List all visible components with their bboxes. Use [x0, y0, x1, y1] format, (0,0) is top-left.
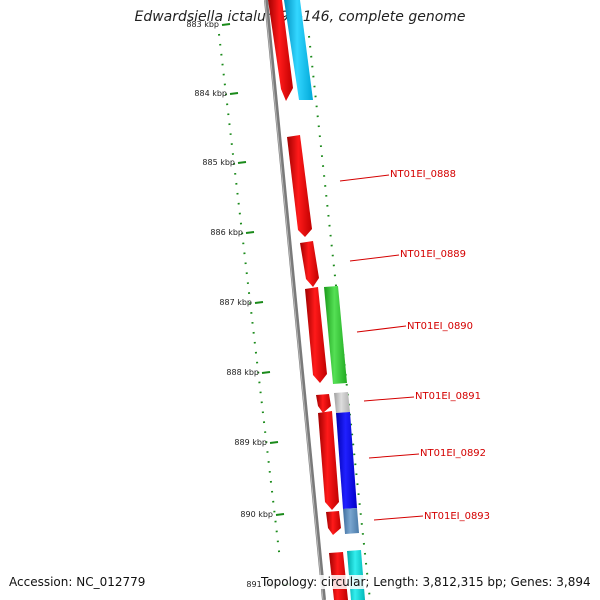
backbone-axis [264, 0, 326, 600]
genome-summary-text: Topology: circular; Length: 3,812,315 bp… [261, 575, 591, 589]
gene-feature[interactable] [326, 511, 341, 535]
gene-feature[interactable] [287, 135, 312, 237]
gene-feature[interactable] [284, 0, 313, 100]
ruler-tick [229, 92, 239, 95]
gene-label[interactable]: NT01EI_0893 [424, 511, 490, 522]
gene-feature[interactable] [300, 241, 319, 287]
ruler-label: 885 kbp [202, 158, 235, 167]
inner-dotted-ring [218, 33, 281, 561]
ruler-tick [254, 301, 264, 304]
ruler-tick [269, 441, 279, 444]
gene-label[interactable]: NT01EI_0890 [407, 321, 473, 332]
gene-label[interactable]: NT01EI_0889 [400, 249, 466, 260]
ruler-tick [221, 23, 231, 26]
gene-feature[interactable] [334, 392, 350, 413]
ruler-label: 888 kbp [226, 368, 259, 377]
accession-text: Accession: NC_012779 [9, 575, 146, 589]
ruler-label: 886 kbp [210, 228, 243, 237]
gene-label[interactable]: NT01EI_0892 [420, 448, 486, 459]
gene-feature[interactable] [324, 286, 347, 384]
ruler-label: 890 kbp [240, 510, 273, 519]
ruler-tick [245, 231, 255, 234]
ruler-label: 887 kbp [219, 298, 252, 307]
ruler-label: 889 kbp [234, 438, 267, 447]
ruler-tick [275, 513, 285, 516]
ruler-label: 883 kbp [186, 20, 219, 29]
ruler-label: 884 kbp [194, 89, 227, 98]
gene-feature[interactable] [268, 0, 293, 101]
ruler-tick [237, 161, 247, 164]
gene-feature[interactable] [316, 394, 331, 413]
gene-feature[interactable] [343, 508, 359, 534]
ruler-tick [261, 371, 271, 374]
gene-label[interactable]: NT01EI_0888 [390, 169, 456, 180]
gene-label-group: NT01EI_0888 NT01EI_0889 NT01EI_0890 NT01… [339, 169, 490, 522]
gene-features [268, 0, 365, 600]
gene-label[interactable]: NT01EI_0891 [415, 391, 481, 402]
gene-feature[interactable] [305, 287, 327, 383]
gene-feature[interactable] [318, 411, 339, 510]
gene-feature[interactable] [336, 412, 357, 509]
